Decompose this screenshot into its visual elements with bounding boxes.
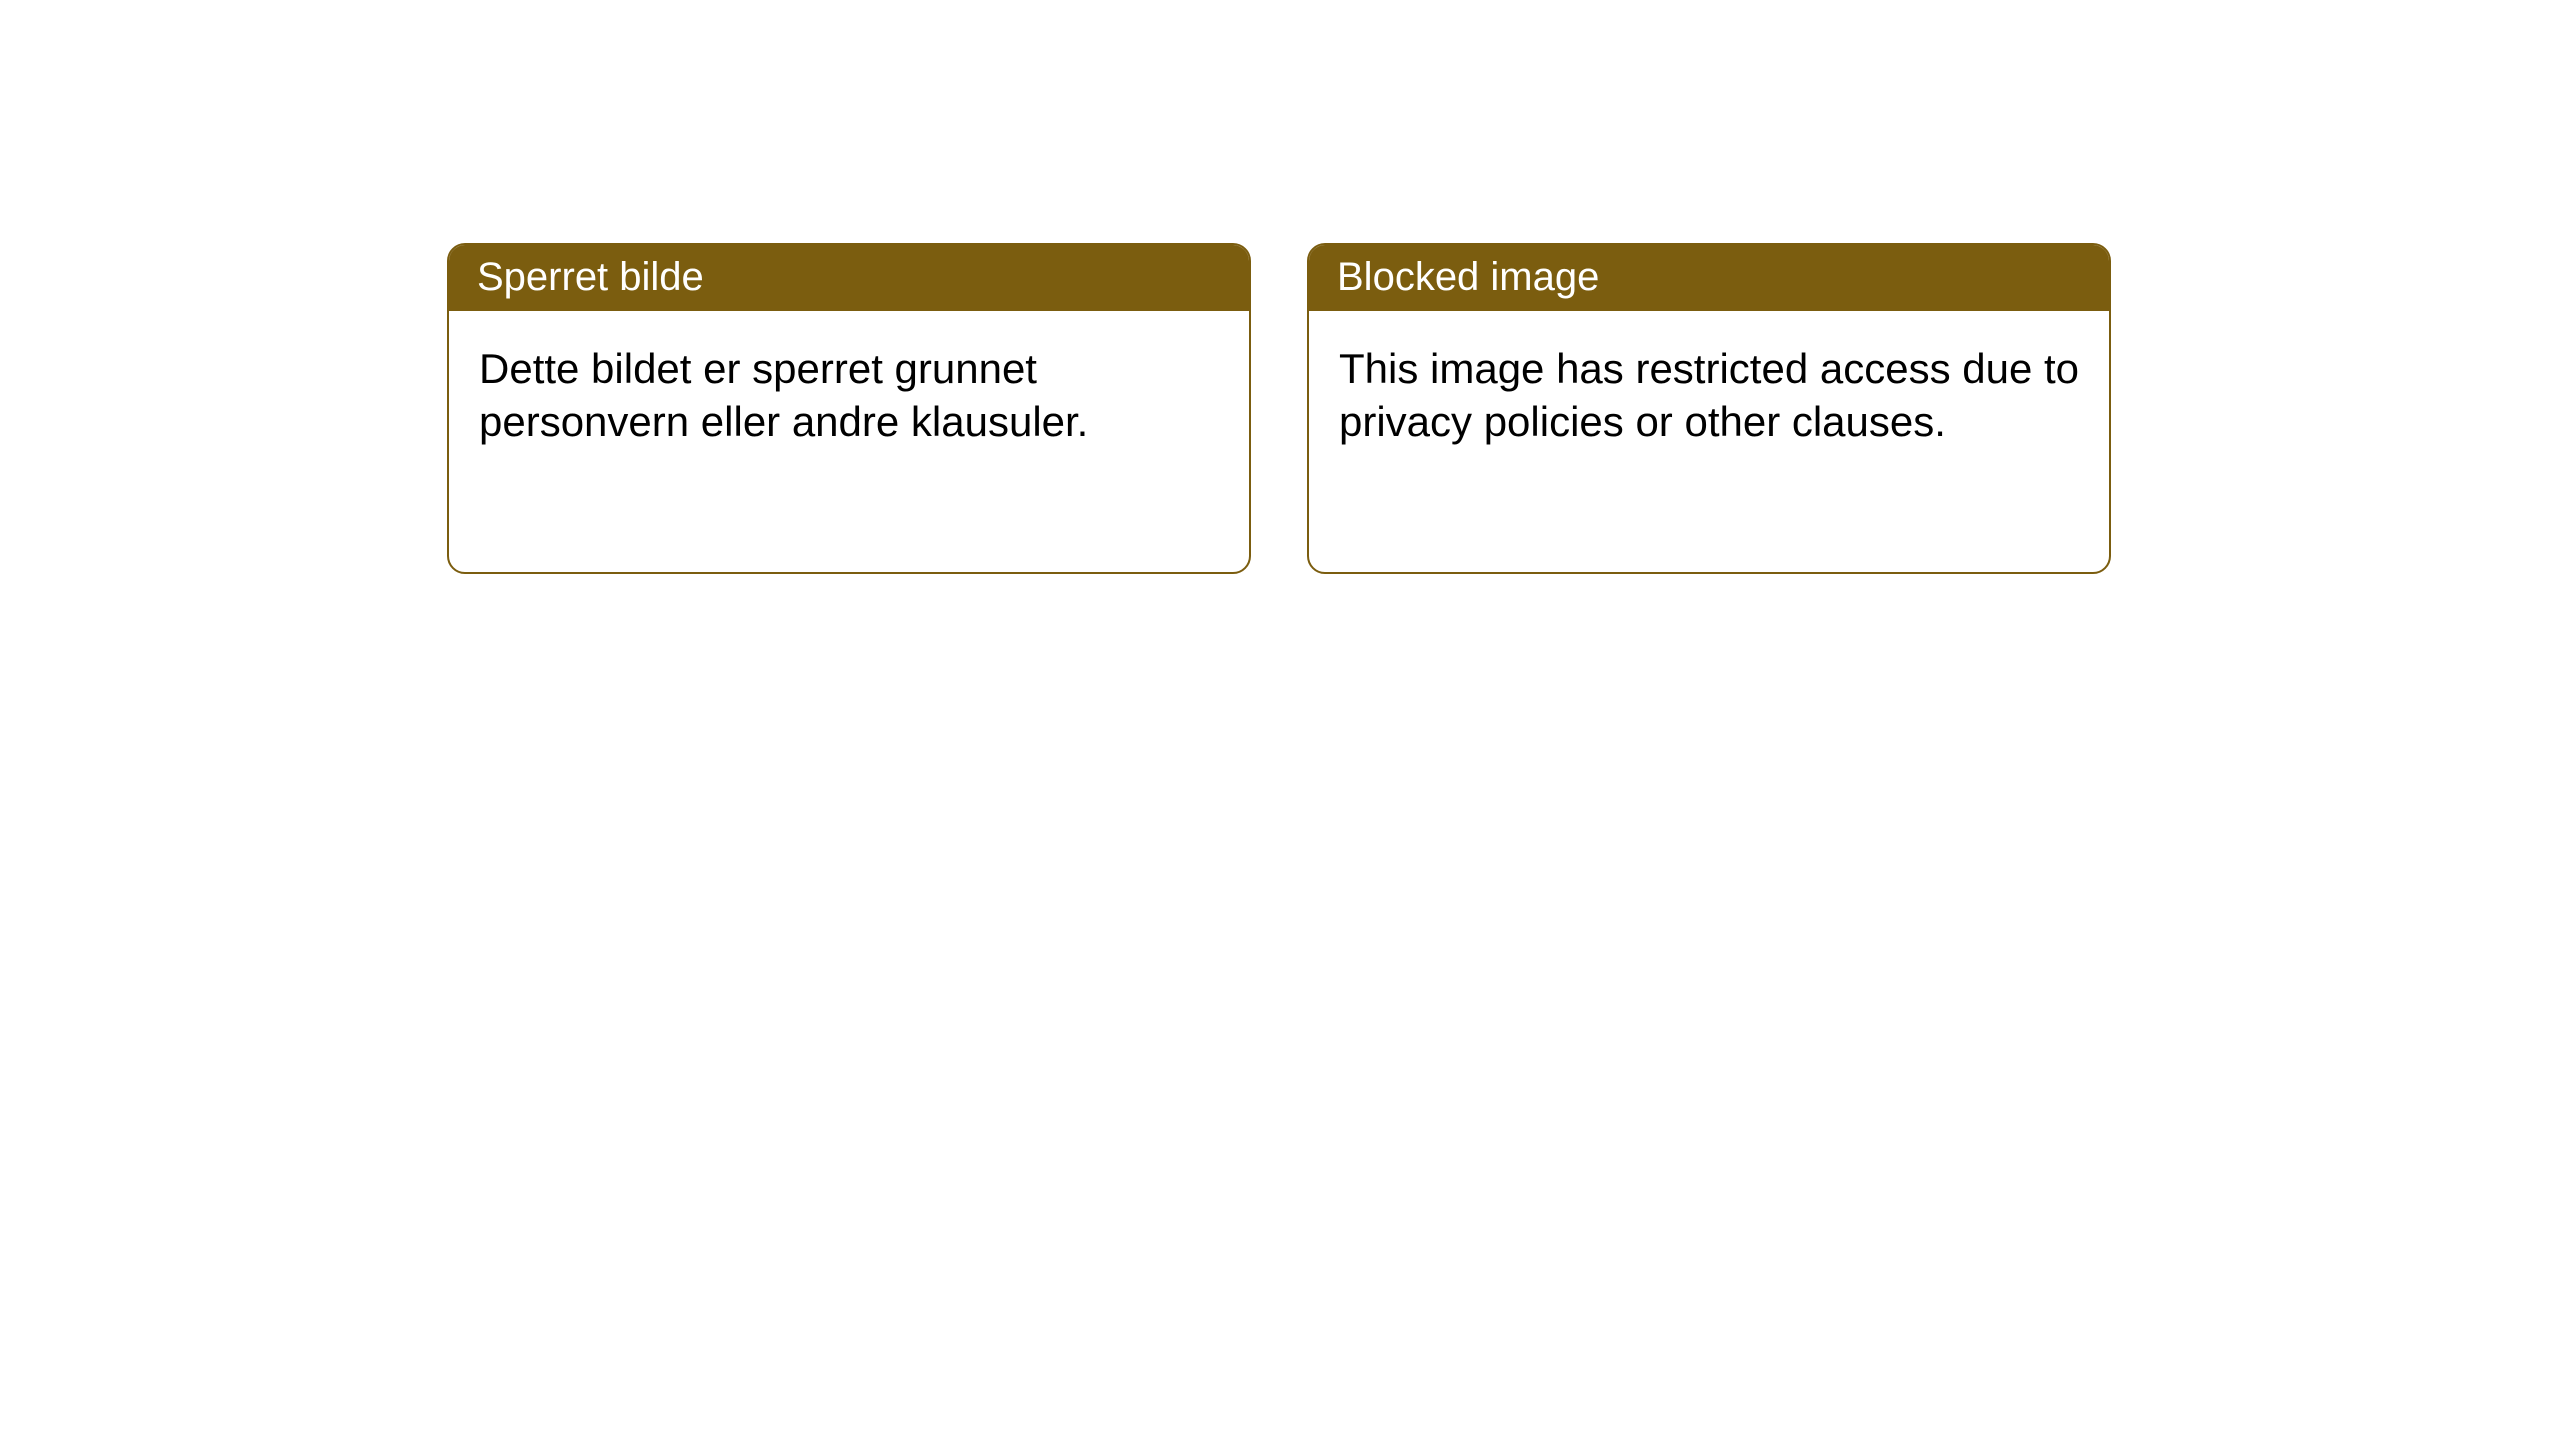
card-body-en: This image has restricted access due to …	[1309, 311, 2109, 480]
blocked-image-card-no: Sperret bilde Dette bildet er sperret gr…	[447, 243, 1251, 574]
card-title-no: Sperret bilde	[449, 245, 1249, 311]
card-title-en: Blocked image	[1309, 245, 2109, 311]
card-body-no: Dette bildet er sperret grunnet personve…	[449, 311, 1249, 480]
notice-container: Sperret bilde Dette bildet er sperret gr…	[0, 0, 2560, 574]
blocked-image-card-en: Blocked image This image has restricted …	[1307, 243, 2111, 574]
